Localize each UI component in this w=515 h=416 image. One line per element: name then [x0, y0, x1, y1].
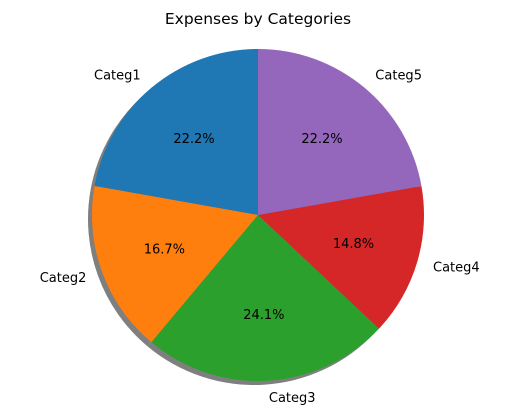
percent-label-categ3: 24.1% — [243, 308, 284, 323]
pie-slice-categ1 — [94, 49, 258, 215]
category-label-categ4: Categ4 — [433, 261, 480, 276]
pie-slices — [91, 49, 425, 381]
category-label-categ3: Categ3 — [269, 391, 316, 406]
category-label-categ2: Categ2 — [40, 271, 87, 286]
pie-labels: Categ1 22.2% Categ2 16.7% Categ3 24.1% Categ4 1… — [40, 69, 480, 406]
percent-label-categ4: 14.8% — [333, 237, 374, 252]
percent-label-categ2: 16.7% — [144, 243, 185, 258]
pie-slice-categ5 — [258, 49, 422, 215]
percent-label-categ5: 22.2% — [301, 132, 342, 147]
category-label-categ5: Categ5 — [375, 69, 422, 84]
pie-slice-categ3 — [151, 215, 380, 381]
category-label-categ1: Categ1 — [94, 69, 141, 84]
chart-title: Expenses by Categories — [165, 10, 351, 28]
percent-label-categ1: 22.2% — [173, 132, 214, 147]
pie-slice-categ4 — [258, 185, 425, 329]
pie-slice-categ2 — [91, 185, 258, 343]
